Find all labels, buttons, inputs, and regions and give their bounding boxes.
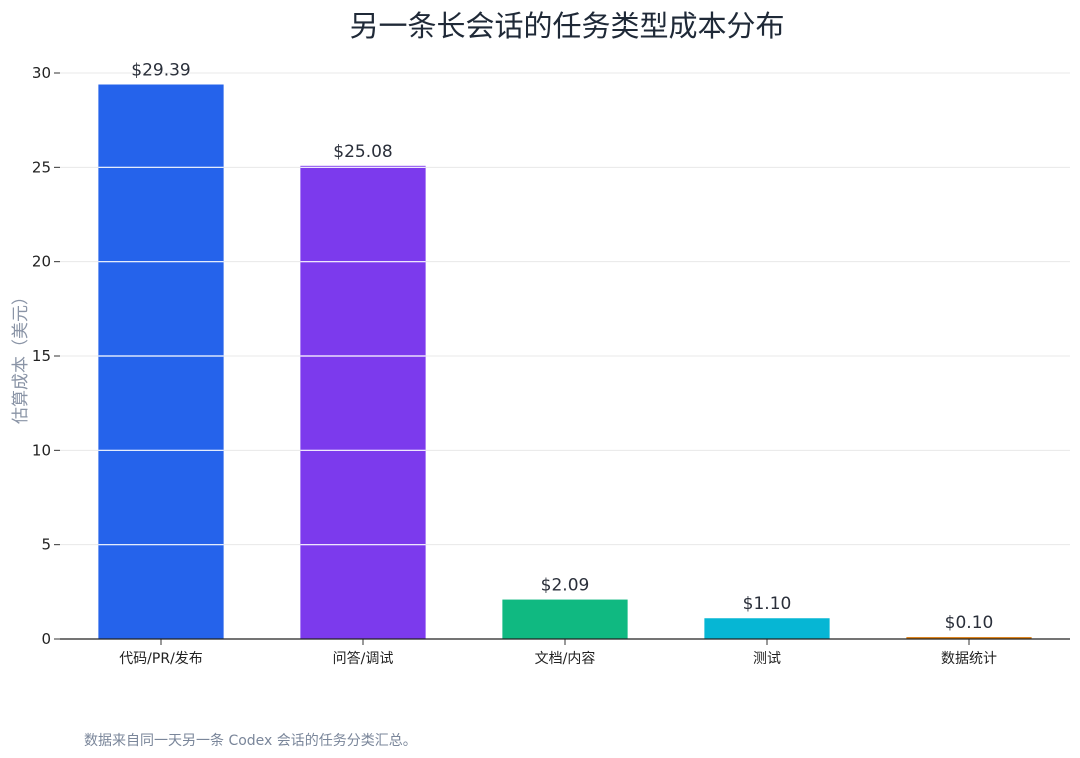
y-tick-label: 30 <box>32 64 51 82</box>
bar <box>98 84 224 639</box>
data-label: $25.08 <box>333 142 392 162</box>
gridlines <box>60 72 1070 546</box>
chart-title: 另一条长会话的任务类型成本分布 <box>349 9 784 43</box>
bars <box>98 84 1032 639</box>
bar <box>300 165 426 639</box>
x-tick-label: 数据统计 <box>941 651 997 667</box>
x-tick-label: 代码/PR/发布 <box>119 651 203 667</box>
data-label: $1.10 <box>743 594 792 614</box>
y-axis-label: 估算成本（美元） <box>11 288 31 424</box>
y-tick-label: 15 <box>32 347 51 365</box>
bar <box>704 618 830 639</box>
labels: 0 5 10 15 20 25 30 $29.39 代码/PR/发布 $25.08 问答/调试 $2.… <box>32 61 997 667</box>
x-tick-label: 测试 <box>753 651 781 667</box>
axes <box>54 72 1070 645</box>
x-tick-label: 问答/调试 <box>333 650 394 667</box>
footnote: 数据来自同一天另一条 Codex 会话的任务分类汇总。 <box>84 733 417 749</box>
x-tick-label: 文档/内容 <box>535 650 596 667</box>
data-label: $2.09 <box>541 576 590 596</box>
y-tick-label: 25 <box>32 158 51 176</box>
y-tick-label: 10 <box>32 441 51 459</box>
y-tick-label: 5 <box>41 536 51 554</box>
bar <box>502 599 628 639</box>
y-tick-label: 20 <box>32 253 51 271</box>
bar <box>906 637 1032 639</box>
data-label: $0.10 <box>945 613 994 633</box>
y-tick-label: 0 <box>41 630 51 648</box>
data-label: $29.39 <box>131 61 190 81</box>
bar-gridline-overlay <box>98 166 426 546</box>
